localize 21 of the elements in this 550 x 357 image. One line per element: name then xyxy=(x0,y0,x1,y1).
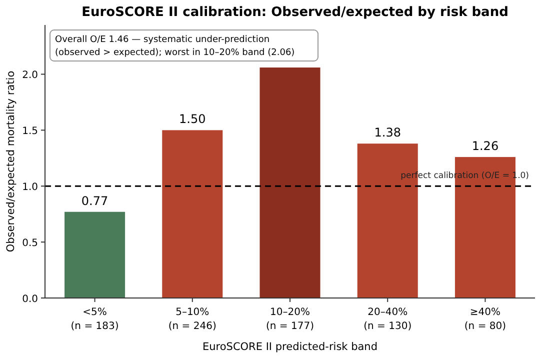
x-tick-label: <5% (n = 183) xyxy=(70,307,119,332)
data-label: 1.38 xyxy=(374,126,401,140)
x-tick-label: ≥40% (n = 80) xyxy=(464,307,506,332)
annotation: Overall O/E 1.46 — systematic under-prediction (observed > expected); worst in 10–20% band (2.06) xyxy=(55,35,295,58)
y-tick-label: 0.5 xyxy=(22,238,38,250)
bar xyxy=(260,68,320,298)
y-tick-label: 0.0 xyxy=(22,294,38,305)
x-tick-label: 20–40% (n = 130) xyxy=(364,307,412,332)
x-axis-title: EuroSCORE II predicted-risk band xyxy=(202,341,378,353)
data-label: 1.50 xyxy=(179,112,206,126)
chart-title: EuroSCORE II calibration: Observed/expected by risk band xyxy=(82,5,508,20)
data-label: 0.77 xyxy=(81,194,108,208)
bar xyxy=(64,212,126,298)
y-axis-title: Observed/expected mortality ratio xyxy=(5,70,17,252)
y-tick-label: 1.5 xyxy=(22,126,38,138)
bar xyxy=(162,130,223,298)
y-tick-label: 2.0 xyxy=(22,70,38,82)
x-tick-label: 10–20% (n = 177) xyxy=(266,307,314,332)
y-tick-label: 1.0 xyxy=(22,182,38,194)
data-label: 1.26 xyxy=(472,139,499,154)
x-tick-label: 5–10% (n = 246) xyxy=(168,307,216,332)
